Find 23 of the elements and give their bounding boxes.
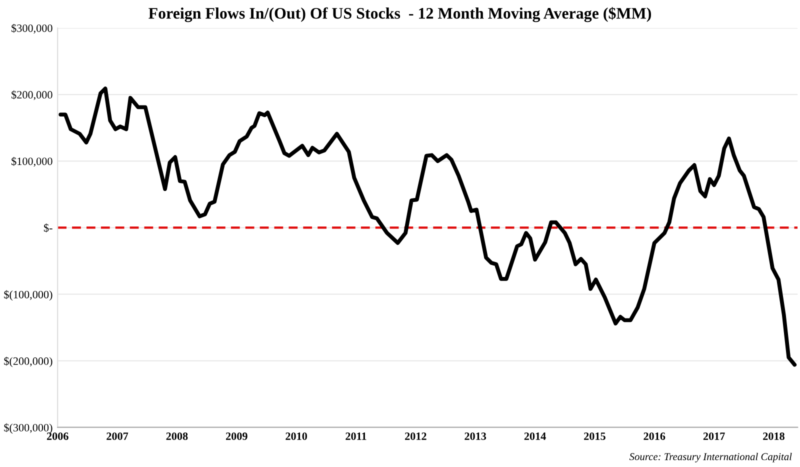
y-tick-label: $200,000 <box>12 90 52 100</box>
x-tick-label: 2015 <box>584 432 606 440</box>
x-tick-label: 2008 <box>166 432 188 440</box>
y-tick-label: $(300,000) <box>4 423 52 434</box>
y-tick-label: $300,000 <box>12 24 52 34</box>
x-tick-label: 2013 <box>464 432 486 440</box>
x-tick-label: 2012 <box>405 432 426 440</box>
source-note: Source: Treasury International Capital <box>629 452 792 462</box>
x-tick-label: 2018 <box>763 432 784 440</box>
x-tick-label: 2017 <box>703 432 725 440</box>
y-tick-label: $(200,000) <box>4 356 52 368</box>
x-tick-label: 2006 <box>46 432 68 440</box>
y-tick-label: $100,000 <box>12 156 52 167</box>
x-tick-label: 2011 <box>346 432 366 440</box>
x-tick-label: 2014 <box>524 432 546 440</box>
x-tick-label: 2007 <box>106 432 128 440</box>
y-tick-label: $(100,000) <box>4 290 52 301</box>
y-tick-label: $- <box>44 223 52 232</box>
line-series <box>58 86 797 367</box>
x-tick-label: 2016 <box>644 432 666 440</box>
x-tick-label: 2009 <box>226 432 248 440</box>
x-tick-label: 2010 <box>286 432 307 440</box>
chart-title: Foreign Flows In/(Out) Of US Stocks - 12 Month Moving Average ($MM) <box>148 7 651 22</box>
